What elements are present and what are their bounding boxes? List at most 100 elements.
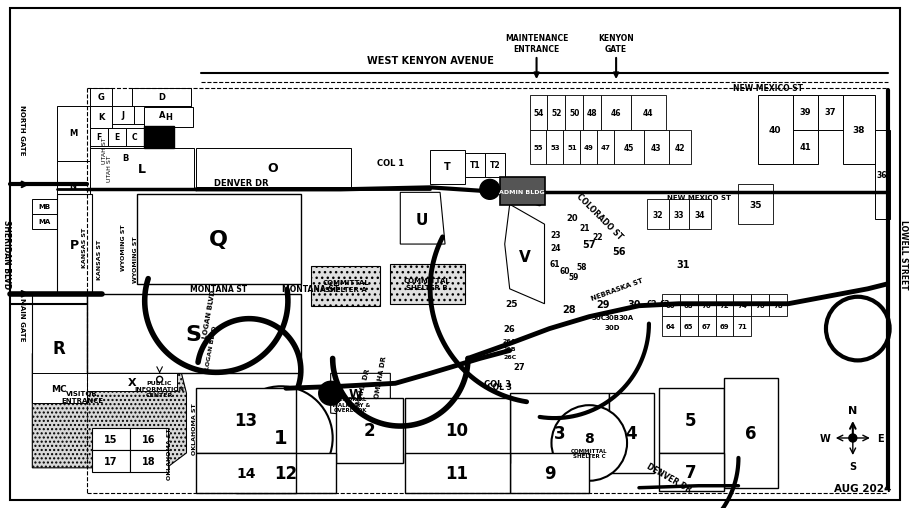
- Text: B: B: [123, 154, 129, 163]
- Bar: [430, 150, 465, 185]
- Bar: [510, 393, 609, 473]
- Text: COL 3: COL 3: [484, 379, 511, 388]
- Text: 70: 70: [702, 302, 712, 308]
- Text: 30D: 30D: [604, 324, 620, 330]
- Text: 74: 74: [737, 302, 747, 308]
- Bar: [92, 450, 130, 472]
- Bar: [875, 130, 890, 220]
- Text: 15: 15: [104, 434, 117, 444]
- Text: OKLAHOMA ST: OKLAHOMA ST: [167, 427, 172, 479]
- Bar: [197, 148, 350, 188]
- Text: 50: 50: [569, 108, 580, 118]
- Polygon shape: [505, 205, 544, 304]
- Circle shape: [826, 297, 890, 361]
- Text: 21: 21: [579, 223, 590, 232]
- Text: 4: 4: [625, 424, 637, 442]
- Bar: [733, 294, 752, 316]
- Text: 56: 56: [612, 246, 626, 257]
- Text: 18: 18: [142, 456, 156, 466]
- Polygon shape: [311, 266, 380, 306]
- Text: LOGAN BLVD: LOGAN BLVD: [205, 324, 217, 369]
- Text: 66: 66: [666, 302, 675, 308]
- Text: COL 3: COL 3: [488, 382, 512, 391]
- Bar: [583, 96, 602, 130]
- Text: MAINTENANCE
ENTRANCE: MAINTENANCE ENTRANCE: [505, 35, 568, 54]
- Bar: [405, 453, 510, 493]
- Text: COMMITTAL
SHELTER B: COMMITTAL SHELTER B: [404, 278, 450, 291]
- Text: 60: 60: [559, 267, 570, 276]
- Bar: [631, 96, 666, 130]
- Text: MB: MB: [38, 204, 50, 210]
- Bar: [33, 374, 87, 404]
- Text: P: P: [69, 238, 78, 251]
- Text: DENVER DR: DENVER DR: [214, 179, 268, 187]
- Text: 52: 52: [551, 108, 561, 118]
- Bar: [659, 388, 723, 453]
- Text: NEW MEXICO ST: NEW MEXICO ST: [733, 84, 804, 93]
- Text: 32: 32: [652, 210, 663, 219]
- Text: COL 1: COL 1: [377, 159, 404, 167]
- Text: MEMORIAL
WALKWAY &
OVERLOOK: MEMORIAL WALKWAY & OVERLOOK: [331, 396, 369, 413]
- Text: 23: 23: [551, 230, 561, 239]
- Text: COLORADO ST: COLORADO ST: [574, 192, 624, 242]
- Bar: [669, 200, 689, 230]
- Bar: [614, 130, 644, 165]
- Text: 38: 38: [853, 126, 865, 135]
- Bar: [405, 399, 510, 463]
- Text: 31: 31: [676, 260, 690, 269]
- Text: Q: Q: [208, 230, 228, 249]
- Bar: [510, 453, 590, 493]
- Text: 39: 39: [799, 108, 811, 117]
- Bar: [500, 178, 544, 206]
- Bar: [130, 450, 167, 472]
- Bar: [662, 294, 680, 316]
- Text: 58: 58: [576, 263, 587, 272]
- Text: 78: 78: [774, 302, 784, 308]
- Bar: [602, 96, 631, 130]
- Bar: [87, 294, 301, 374]
- Text: 8: 8: [584, 431, 594, 445]
- Text: COMMITTAL
SHELTER A: COMMITTAL SHELTER A: [322, 280, 369, 293]
- Polygon shape: [390, 265, 465, 304]
- Text: 49: 49: [584, 145, 593, 151]
- Bar: [548, 96, 565, 130]
- Text: VISITOR
ENTRANCE: VISITOR ENTRANCE: [61, 390, 103, 403]
- Text: 33: 33: [673, 210, 684, 219]
- Bar: [680, 316, 698, 336]
- Text: 42: 42: [674, 144, 685, 152]
- Text: 62: 62: [647, 300, 657, 308]
- Bar: [87, 374, 177, 391]
- Text: N: N: [848, 405, 857, 415]
- Bar: [715, 316, 733, 336]
- Text: T2: T2: [490, 161, 501, 169]
- Bar: [563, 130, 581, 165]
- Text: 53: 53: [551, 145, 560, 151]
- Text: OMAHA DR: OMAHA DR: [354, 367, 371, 410]
- Text: 22: 22: [592, 232, 602, 241]
- Text: 57: 57: [582, 240, 596, 249]
- Bar: [659, 453, 723, 491]
- Bar: [794, 130, 818, 165]
- Text: J: J: [121, 111, 125, 120]
- Text: OMAHA DR: OMAHA DR: [374, 355, 387, 398]
- Text: 30C: 30C: [592, 314, 607, 320]
- Bar: [144, 126, 174, 148]
- Text: ADMIN BLDG: ADMIN BLDG: [499, 189, 544, 194]
- Text: T: T: [444, 162, 450, 172]
- Text: WYOMING ST: WYOMING ST: [121, 224, 126, 271]
- Bar: [90, 106, 112, 128]
- Bar: [758, 96, 794, 165]
- Text: PUBLIC
INFORMATION
CENTER: PUBLIC INFORMATION CENTER: [135, 380, 185, 397]
- Text: 26: 26: [504, 324, 516, 333]
- Bar: [90, 148, 195, 190]
- Text: 63: 63: [660, 300, 670, 308]
- Text: T1: T1: [470, 161, 480, 169]
- Bar: [647, 200, 669, 230]
- Text: D: D: [158, 93, 165, 102]
- Text: 36: 36: [876, 171, 887, 180]
- Text: 10: 10: [446, 421, 469, 439]
- Text: 68: 68: [684, 302, 693, 308]
- Text: 3: 3: [553, 424, 565, 442]
- Bar: [130, 428, 167, 450]
- Text: W: W: [349, 387, 362, 400]
